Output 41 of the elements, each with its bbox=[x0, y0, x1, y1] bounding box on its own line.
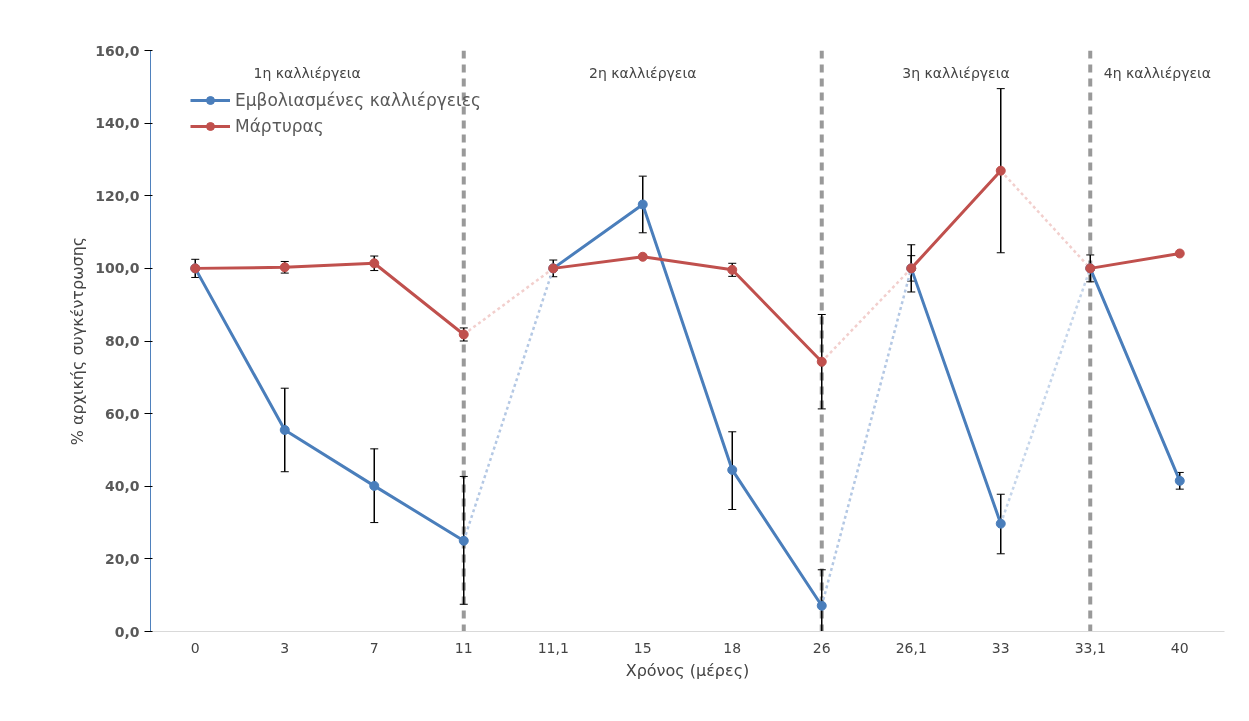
x-axis-title: Χρόνος (μέρες) bbox=[625, 660, 750, 680]
x-tick-label: 33,1 bbox=[1074, 639, 1106, 656]
x-tick-label: 26,1 bbox=[895, 639, 927, 656]
point bbox=[1174, 475, 1185, 486]
x-tick-label: 3 bbox=[280, 639, 290, 656]
point bbox=[727, 464, 738, 475]
y-tick-label: 120,0 bbox=[95, 187, 140, 204]
annotation: 3η καλλιέργεια bbox=[902, 64, 1010, 81]
y-tick-label: 60,0 bbox=[104, 405, 140, 422]
annotation: 4η καλλιέργεια bbox=[1103, 64, 1212, 81]
legend-label: Μάρτυρας bbox=[235, 116, 324, 136]
x-tick-label: 26 bbox=[812, 639, 831, 656]
x-tick-label: 40 bbox=[1170, 639, 1189, 656]
annotation: 2η καλλιέργεια bbox=[589, 64, 697, 81]
x-tick-label: 11,1 bbox=[537, 639, 569, 656]
y-tick-label: 80,0 bbox=[104, 333, 140, 349]
y-tick-label: 40,0 bbox=[104, 478, 140, 495]
point bbox=[279, 424, 290, 435]
point bbox=[458, 535, 469, 546]
point bbox=[369, 480, 380, 491]
x-tick-label: 33 bbox=[991, 639, 1010, 656]
annotation: 1η καλλιέργεια bbox=[253, 64, 361, 81]
x-tick-label: 7 bbox=[369, 639, 379, 656]
point bbox=[995, 518, 1006, 529]
y-tick-label: 20,0 bbox=[104, 550, 140, 567]
point bbox=[637, 251, 648, 262]
x-tick-label: 18 bbox=[723, 639, 742, 656]
x-tick-label: 11 bbox=[454, 639, 473, 656]
y-tick-label: 160,0 bbox=[95, 42, 140, 59]
point bbox=[816, 356, 827, 367]
x-tick-label: 15 bbox=[633, 639, 652, 656]
point bbox=[1174, 248, 1185, 259]
y-tick-label: 0,0 bbox=[114, 623, 140, 640]
point bbox=[995, 165, 1006, 176]
y-axis-title: % αρχικής συγκέντρωσης bbox=[68, 236, 88, 446]
point bbox=[637, 199, 648, 210]
x-tick-label: 0 bbox=[190, 639, 200, 656]
legend-label: Εμβολιασμένες καλλιέργειες bbox=[235, 90, 481, 110]
point bbox=[816, 600, 827, 611]
y-tick-label: 140,0 bbox=[95, 115, 140, 132]
y-tick-label: 100,0 bbox=[95, 260, 140, 277]
